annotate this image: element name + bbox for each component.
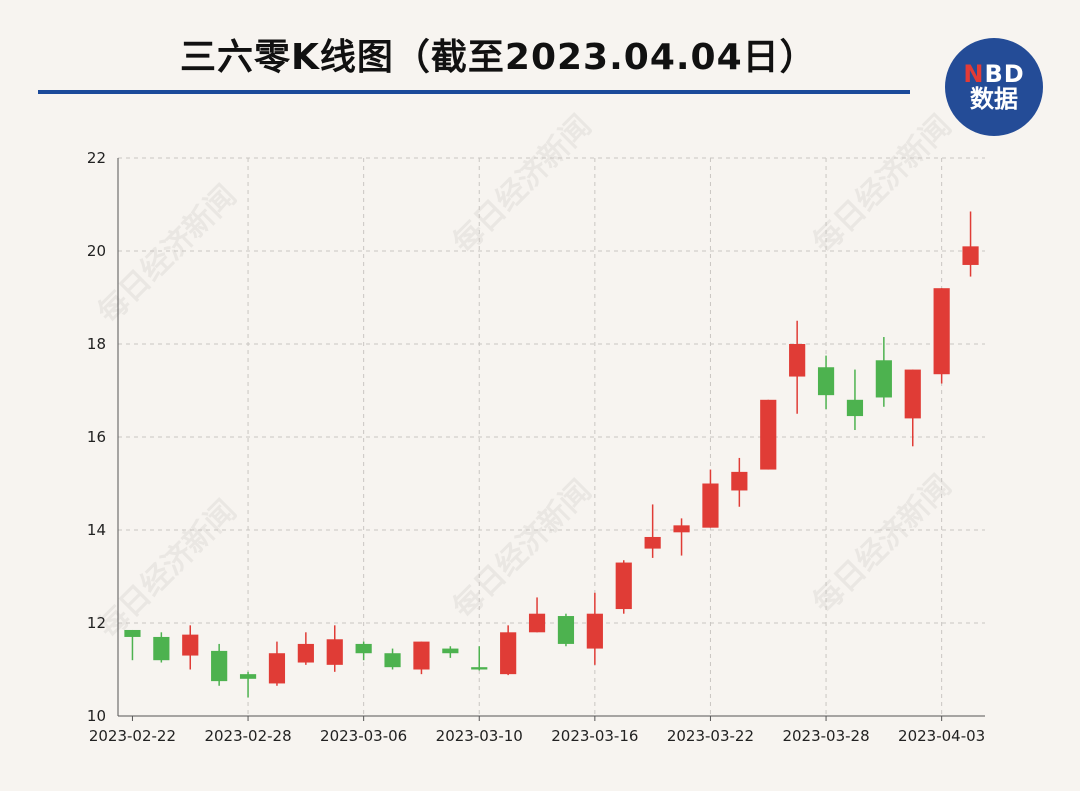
candle bbox=[471, 646, 488, 671]
candle bbox=[731, 457, 748, 507]
candle-body bbox=[846, 399, 864, 417]
axis-layer: 10 12 14 16 18 20 22 2023-02-22 2023-02-28 2023-0… bbox=[87, 149, 985, 745]
logo-letters-bd: BD bbox=[984, 59, 1025, 88]
candle bbox=[702, 469, 719, 528]
chart-title: 三六零K线图（截至2023.04.04日） bbox=[180, 37, 817, 78]
candle bbox=[528, 597, 546, 633]
candle-body bbox=[355, 643, 372, 654]
candle bbox=[933, 288, 950, 384]
candle bbox=[153, 632, 170, 663]
logo-bottom-text: 数据 bbox=[970, 85, 1018, 113]
x-tick-label: 2023-03-28 bbox=[782, 727, 869, 745]
candle-body bbox=[442, 648, 459, 654]
candle-body bbox=[211, 650, 228, 682]
candle bbox=[875, 337, 892, 407]
x-tick-label: 2023-03-22 bbox=[667, 727, 754, 745]
y-tick-label: 22 bbox=[87, 149, 106, 167]
candle bbox=[904, 369, 921, 447]
candle-body bbox=[760, 399, 777, 470]
logo-top-text: NBD bbox=[963, 59, 1025, 88]
candle-layer bbox=[124, 211, 979, 698]
y-tick-label: 14 bbox=[87, 521, 106, 539]
candle bbox=[846, 369, 864, 431]
nbd-logo: NBD 数据 bbox=[945, 38, 1043, 136]
candle bbox=[355, 641, 372, 661]
candle-body bbox=[500, 632, 517, 675]
y-tick-label: 20 bbox=[87, 242, 106, 260]
candle bbox=[326, 625, 343, 672]
y-tick-label: 12 bbox=[87, 614, 106, 632]
candle bbox=[817, 355, 835, 410]
candle bbox=[297, 632, 314, 665]
candle-body bbox=[124, 629, 141, 637]
candle-body bbox=[384, 653, 401, 668]
candle bbox=[384, 648, 401, 670]
candle bbox=[615, 560, 632, 614]
candle-body bbox=[471, 667, 488, 670]
x-tick-label: 2023-03-10 bbox=[436, 727, 523, 745]
candle bbox=[500, 625, 517, 676]
candle bbox=[962, 211, 979, 277]
x-tick-label: 2023-02-22 bbox=[89, 727, 176, 745]
x-tick-label: 2023-03-06 bbox=[320, 727, 407, 745]
candle-body bbox=[644, 536, 661, 549]
candle-body bbox=[182, 634, 199, 656]
candle-body bbox=[817, 367, 835, 396]
candle-body bbox=[268, 653, 286, 684]
grid-layer bbox=[118, 157, 985, 716]
candle-body bbox=[731, 471, 748, 491]
candle bbox=[789, 320, 806, 414]
candle-body bbox=[413, 641, 430, 670]
candle bbox=[760, 399, 777, 470]
candle bbox=[673, 518, 690, 556]
candle-body bbox=[586, 613, 603, 649]
candle bbox=[442, 646, 459, 658]
candle bbox=[211, 643, 228, 686]
candle bbox=[557, 613, 575, 647]
candle-body bbox=[933, 288, 950, 375]
candle bbox=[182, 625, 199, 670]
candle-body bbox=[673, 525, 690, 533]
x-tick-label: 2023-03-16 bbox=[551, 727, 638, 745]
candle-body bbox=[789, 344, 806, 377]
candle bbox=[268, 641, 286, 686]
candle-body bbox=[153, 636, 170, 661]
candle-body bbox=[239, 674, 257, 679]
candle-body bbox=[875, 360, 892, 398]
candle bbox=[239, 671, 257, 698]
candle-body bbox=[557, 616, 575, 644]
candle-body bbox=[904, 369, 921, 419]
candle-body bbox=[615, 562, 632, 610]
logo-letter-n: N bbox=[963, 59, 985, 88]
candle bbox=[124, 629, 141, 661]
y-tick-label: 18 bbox=[87, 335, 106, 353]
y-tick-label: 10 bbox=[87, 707, 106, 725]
candle-body bbox=[528, 613, 546, 633]
y-tick-label: 16 bbox=[87, 428, 106, 446]
candle bbox=[586, 592, 603, 665]
candle bbox=[413, 641, 430, 675]
x-tick-label: 2023-02-28 bbox=[204, 727, 291, 745]
candle-body bbox=[962, 246, 979, 265]
candle-body bbox=[297, 643, 314, 663]
candle bbox=[644, 504, 661, 558]
x-tick-label: 2023-04-03 bbox=[898, 727, 985, 745]
title-underline bbox=[38, 90, 910, 94]
candle-body bbox=[702, 483, 719, 528]
candle-body bbox=[326, 639, 343, 665]
